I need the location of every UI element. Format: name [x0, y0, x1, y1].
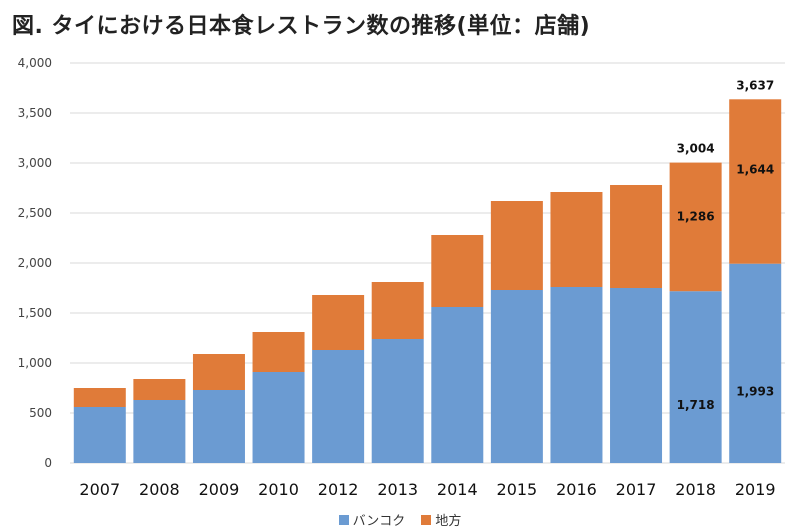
x-tick-label: 2014 [437, 480, 478, 499]
bar-segment-bangkok [490, 290, 543, 463]
y-tick-label: 1,000 [18, 356, 52, 370]
bar-segment-bangkok [252, 372, 305, 463]
data-label-bangkok: 1,993 [736, 384, 774, 398]
x-tick-label: 2015 [497, 480, 538, 499]
legend-item-regional: 地方 [421, 510, 461, 529]
y-tick-label: 2,000 [18, 256, 52, 270]
data-label-regional: 1,644 [736, 162, 774, 176]
y-tick-label: 4,000 [18, 56, 52, 70]
bar-segment-bangkok [669, 291, 722, 463]
bar-segment-bangkok [431, 307, 484, 463]
x-tick-label: 2019 [735, 480, 776, 499]
bar-segment-regional [550, 192, 603, 287]
bar-segment-regional [490, 201, 543, 290]
bar-segment-bangkok [610, 288, 663, 463]
legend: バンコク 地方 [0, 510, 800, 529]
bar-segment-regional [73, 388, 126, 407]
data-label-regional: 1,286 [677, 209, 715, 223]
bar-segment-bangkok [371, 339, 424, 463]
chart-title: 図. タイにおける日本食レストラン数の推移(単位：店舗) [12, 14, 591, 39]
bar-segment-bangkok [729, 263, 782, 463]
x-tick-label: 2010 [258, 480, 299, 499]
legend-label-regional: 地方 [435, 514, 462, 529]
bar-segment-bangkok [73, 407, 126, 463]
y-tick-label: 500 [29, 406, 52, 420]
x-tick-label: 2016 [556, 480, 597, 499]
legend-swatch-regional [421, 514, 432, 525]
legend-swatch-bangkok [338, 514, 349, 525]
bar-segment-bangkok [192, 390, 245, 463]
y-tick-label: 3,500 [18, 106, 52, 120]
x-tick-label: 2012 [318, 480, 359, 499]
x-tick-label: 2018 [675, 480, 716, 499]
x-tick-label: 2009 [199, 480, 240, 499]
y-tick-label: 3,000 [18, 156, 52, 170]
y-tick-label: 0 [44, 456, 52, 470]
bar-segment-regional [729, 99, 782, 264]
bar-segment-regional [133, 379, 186, 400]
x-tick-label: 2008 [139, 480, 180, 499]
data-label-total: 3,004 [677, 142, 715, 156]
bar-segment-regional [312, 295, 365, 350]
bar-segment-regional [610, 185, 663, 288]
legend-item-bangkok: バンコク [338, 510, 406, 529]
y-tick-label: 1,500 [18, 306, 52, 320]
bar-segment-regional [252, 332, 305, 372]
bar-segment-regional [371, 282, 424, 339]
y-tick-label: 2,500 [18, 206, 52, 220]
data-label-bangkok: 1,718 [677, 398, 715, 412]
x-tick-label: 2013 [377, 480, 418, 499]
x-tick-label: 2007 [79, 480, 120, 499]
bar-segment-regional [669, 162, 722, 292]
bar-segment-regional [192, 354, 245, 390]
bar-segment-bangkok [550, 287, 603, 463]
bar-segment-bangkok [133, 400, 186, 463]
legend-label-bangkok: バンコク [352, 514, 406, 529]
bar-segment-regional [431, 235, 484, 307]
bar-segment-bangkok [312, 350, 365, 463]
data-label-total: 3,637 [736, 78, 774, 92]
x-tick-label: 2017 [616, 480, 657, 499]
